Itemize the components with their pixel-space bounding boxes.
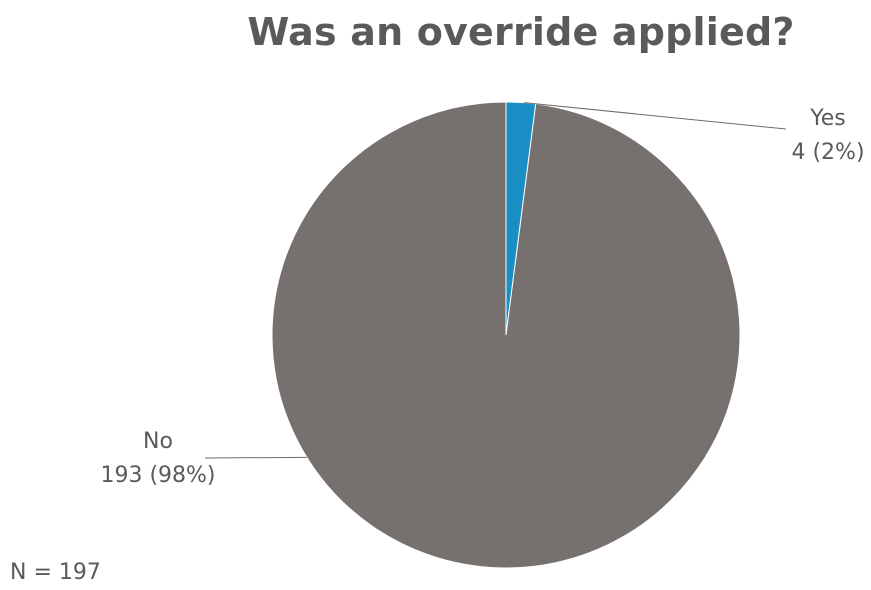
slice-label-yes-value: 4 (2%) — [791, 140, 865, 165]
pie-slice-no — [271, 101, 741, 569]
leader-line-yes — [523, 102, 787, 130]
slice-label-no-name: No — [143, 429, 173, 454]
slice-label-yes: Yes 4 (2%) — [775, 102, 871, 170]
chart-title: Was an override applied? — [247, 10, 795, 54]
slice-label-no: No 193 (98%) — [83, 425, 233, 493]
sample-size-note: N = 197 — [10, 560, 101, 585]
slice-label-yes-name: Yes — [810, 106, 846, 131]
slice-label-no-value: 193 (98%) — [100, 463, 216, 488]
leader-line-no — [204, 456, 307, 459]
